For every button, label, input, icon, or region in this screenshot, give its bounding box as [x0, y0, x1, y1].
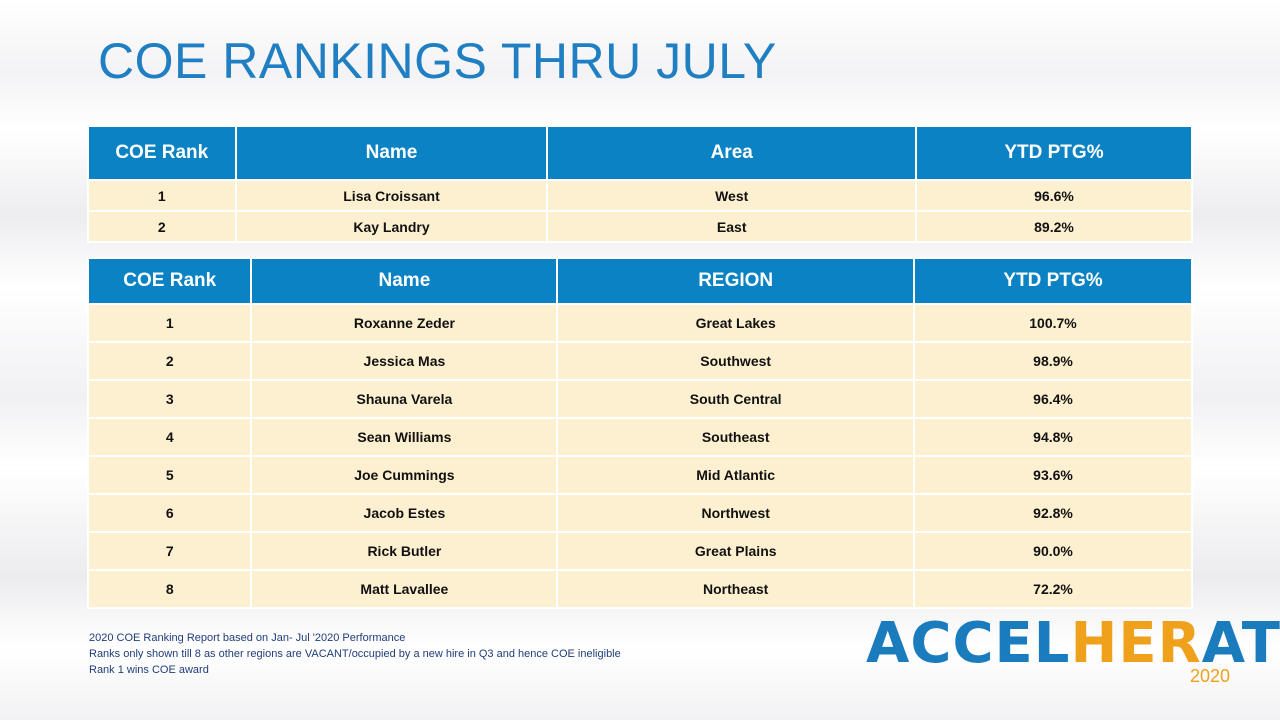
cell-rank: 5 [89, 457, 251, 493]
footnote-rank-limit: Ranks only shown till 8 as other regions… [89, 648, 621, 660]
cell-ytd: 100.7% [915, 305, 1191, 341]
cell-region: South Central [558, 381, 914, 417]
cell-name: Matt Lavallee [252, 571, 557, 607]
table-row: 5 Joe Cummings Mid Atlantic 93.6% [89, 457, 1191, 493]
cell-name: Jessica Mas [252, 343, 557, 379]
region-rankings-table: COE Rank Name REGION YTD PTG% 1 Roxanne … [87, 257, 1193, 609]
cell-ytd: 98.9% [915, 343, 1191, 379]
cell-region: Northeast [558, 571, 914, 607]
table-row: 7 Rick Butler Great Plains 90.0% [89, 533, 1191, 569]
column-header-rank: COE Rank [89, 127, 235, 179]
cell-ytd: 89.2% [916, 212, 1191, 241]
accelherate-logo: ACCELHERATE 2020 [866, 616, 1280, 687]
logo-wordmark: ACCELHERATE [866, 616, 1280, 672]
cell-region: Southwest [558, 343, 914, 379]
cell-rank: 8 [89, 571, 251, 607]
cell-name: Roxanne Zeder [252, 305, 557, 341]
cell-name: Shauna Varela [252, 381, 557, 417]
table-row: 2 Jessica Mas Southwest 98.9% [89, 343, 1191, 379]
page-title: COE RANKINGS THRU JULY [98, 33, 777, 89]
cell-ytd: 94.8% [915, 419, 1191, 455]
table-row: 6 Jacob Estes Northwest 92.8% [89, 495, 1191, 531]
logo-year: 2020 [1189, 666, 1230, 686]
cell-region: Great Lakes [558, 305, 914, 341]
cell-name: Sean Williams [252, 419, 557, 455]
table-header-row: COE Rank Name Area YTD PTG% [89, 127, 1191, 179]
cell-region: Southeast [558, 419, 914, 455]
cell-ytd: 93.6% [915, 457, 1191, 493]
cell-name: Rick Butler [252, 533, 557, 569]
column-header-area: Area [548, 127, 915, 179]
table-row: 2 Kay Landry East 89.2% [89, 212, 1191, 241]
column-header-region: REGION [558, 259, 914, 303]
footnote-report-basis: 2020 COE Ranking Report based on Jan- Ju… [89, 632, 406, 644]
table-row: 8 Matt Lavallee Northeast 72.2% [89, 571, 1191, 607]
cell-region: Mid Atlantic [558, 457, 914, 493]
column-header-name: Name [252, 259, 557, 303]
cell-rank: 7 [89, 533, 251, 569]
cell-rank: 2 [89, 212, 235, 241]
column-header-name: Name [236, 127, 547, 179]
cell-rank: 1 [89, 181, 235, 210]
cell-ytd: 72.2% [915, 571, 1191, 607]
footnotes: 2020 COE Ranking Report based on Jan- Ju… [89, 630, 621, 678]
cell-region: Northwest [558, 495, 914, 531]
table-row: 1 Roxanne Zeder Great Lakes 100.7% [89, 305, 1191, 341]
logo-text-ate: ATE [1201, 611, 1280, 676]
cell-ytd: 90.0% [915, 533, 1191, 569]
cell-area: East [548, 212, 915, 241]
cell-area: West [548, 181, 915, 210]
cell-name: Joe Cummings [252, 457, 557, 493]
cell-rank: 1 [89, 305, 251, 341]
cell-ytd: 96.4% [915, 381, 1191, 417]
cell-name: Lisa Croissant [236, 181, 547, 210]
table-header-row: COE Rank Name REGION YTD PTG% [89, 259, 1191, 303]
column-header-ytd: YTD PTG% [915, 259, 1191, 303]
cell-ytd: 96.6% [916, 181, 1191, 210]
cell-rank: 4 [89, 419, 251, 455]
table-row: 3 Shauna Varela South Central 96.4% [89, 381, 1191, 417]
cell-region: Great Plains [558, 533, 914, 569]
area-rankings-table: COE Rank Name Area YTD PTG% 1 Lisa Crois… [87, 125, 1193, 243]
cell-ytd: 92.8% [915, 495, 1191, 531]
cell-rank: 2 [89, 343, 251, 379]
column-header-ytd: YTD PTG% [916, 127, 1191, 179]
column-header-rank: COE Rank [89, 259, 251, 303]
table-row: 1 Lisa Croissant West 96.6% [89, 181, 1191, 210]
logo-text-accel: ACCEL [866, 611, 1071, 676]
cell-rank: 3 [89, 381, 251, 417]
cell-name: Kay Landry [236, 212, 547, 241]
footnote-award: Rank 1 wins COE award [89, 664, 209, 676]
table-row: 4 Sean Williams Southeast 94.8% [89, 419, 1191, 455]
cell-name: Jacob Estes [252, 495, 557, 531]
logo-text-her: HER [1070, 611, 1202, 676]
cell-rank: 6 [89, 495, 251, 531]
